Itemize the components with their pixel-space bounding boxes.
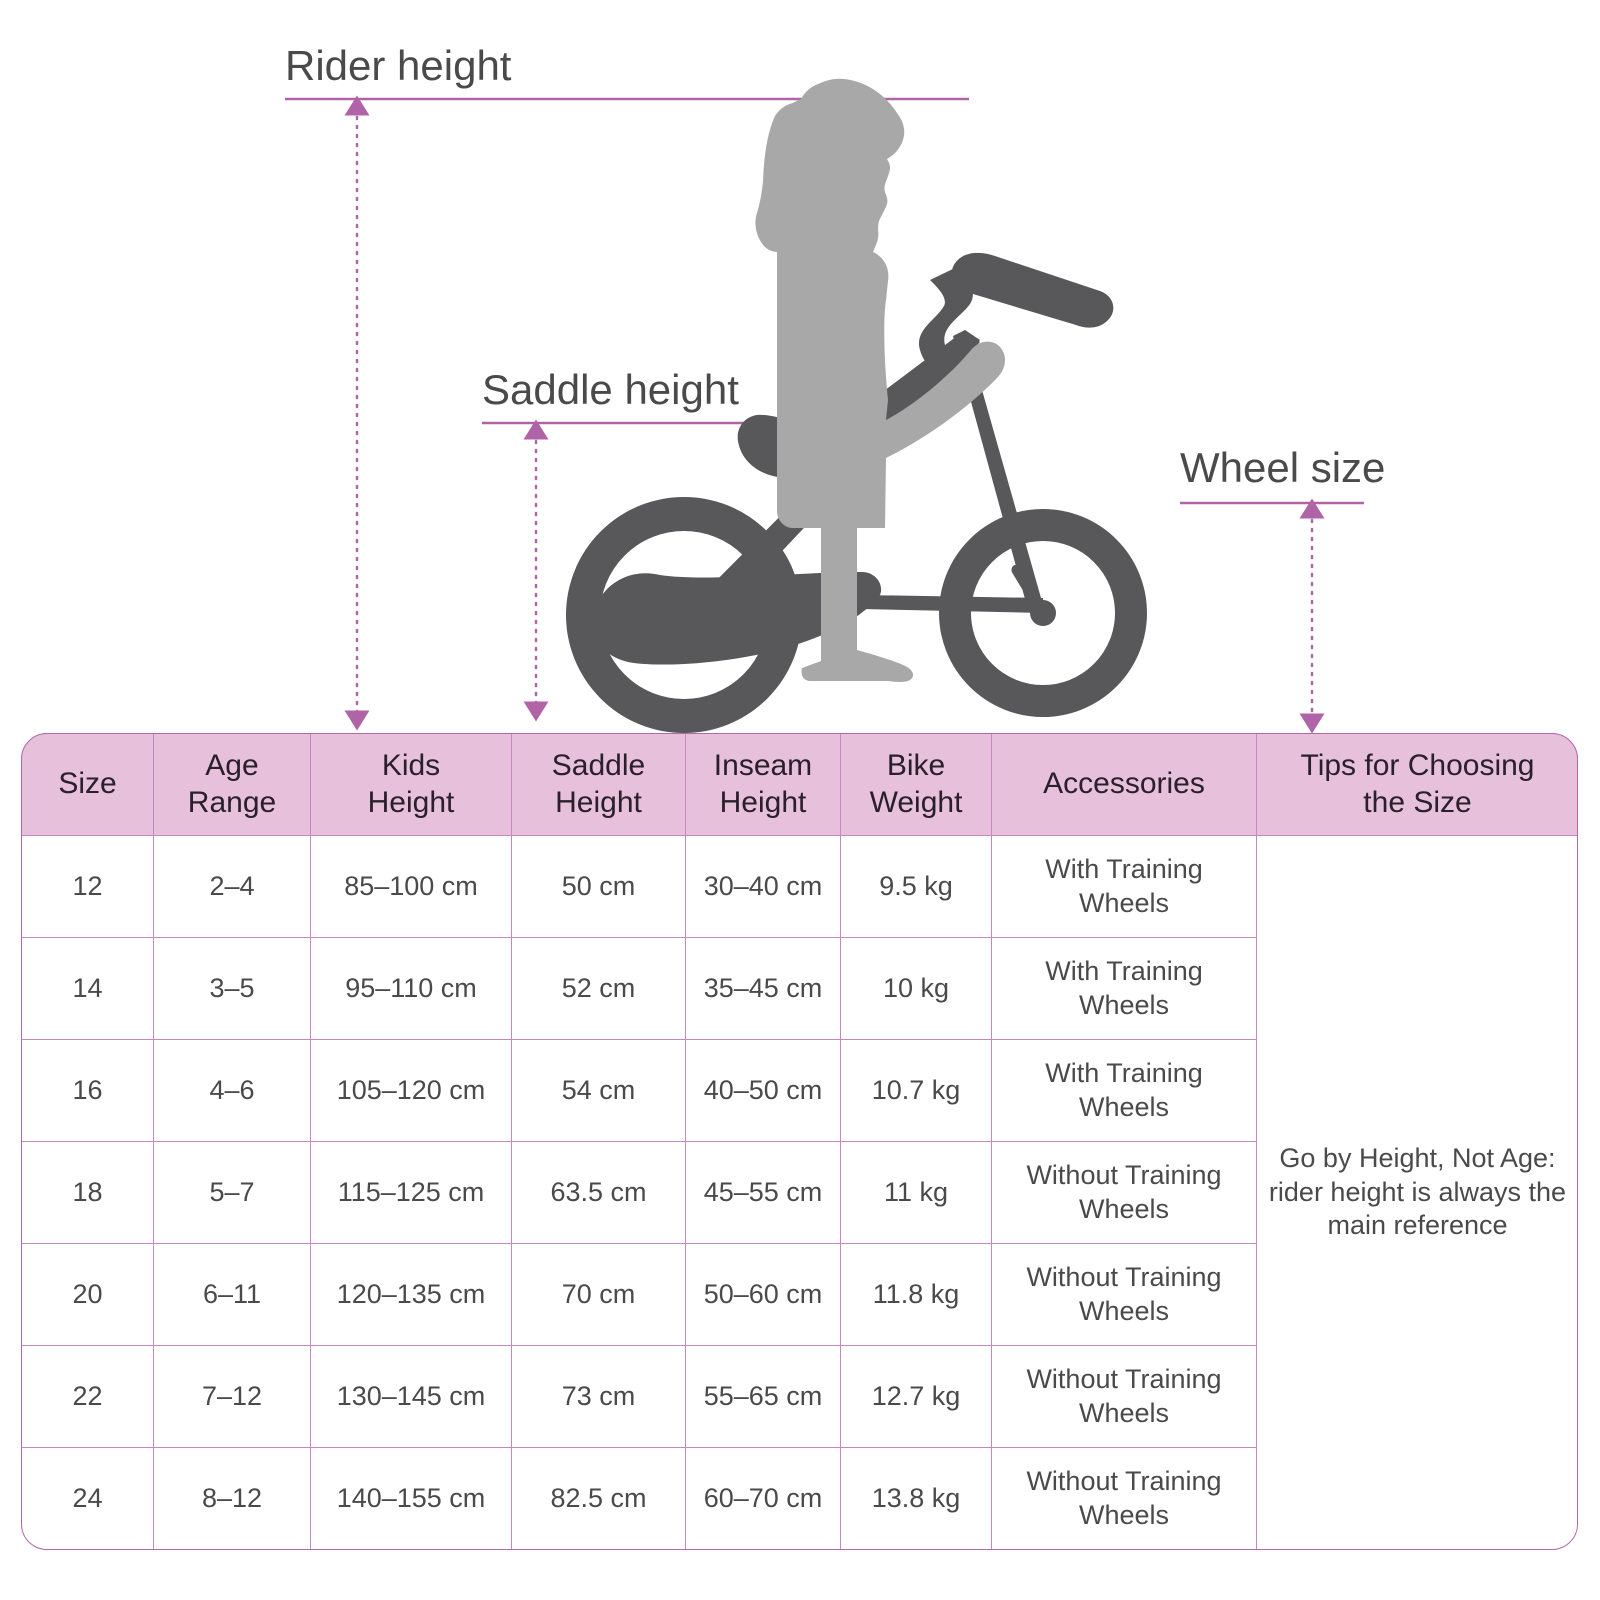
svg-text:Wheel size: Wheel size [1180, 444, 1385, 491]
svg-text:Rider height: Rider height [285, 42, 512, 89]
svg-text:Saddle height: Saddle height [482, 366, 739, 413]
